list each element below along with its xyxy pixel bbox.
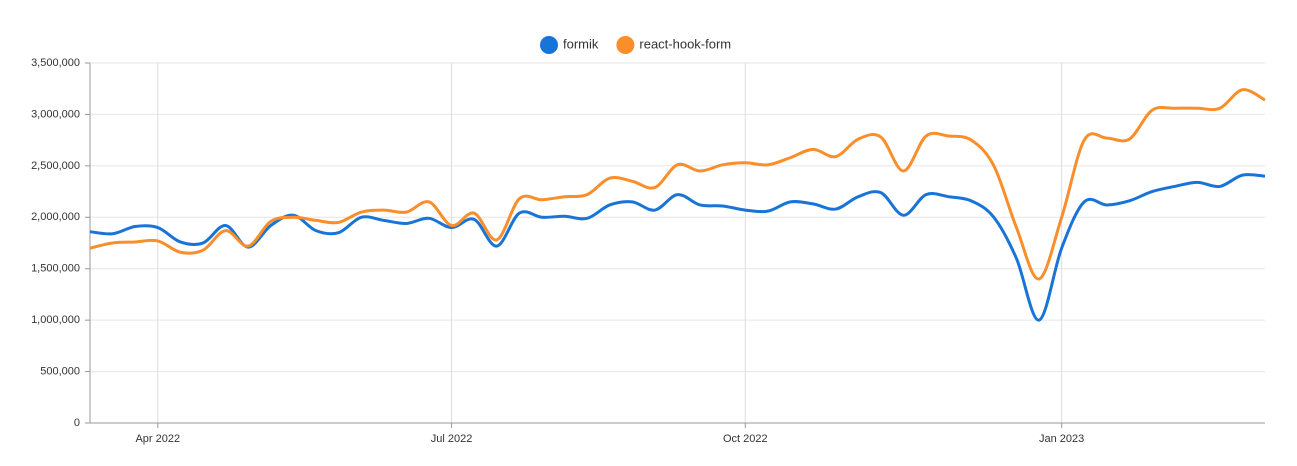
y-tick-label: 1,000,000: [31, 314, 80, 326]
x-tick-label: Apr 2022: [135, 433, 180, 445]
y-tick-label: 2,500,000: [31, 160, 80, 172]
y-tick-label: 3,500,000: [31, 57, 80, 69]
legend-label: formik: [563, 36, 599, 51]
y-tick-label: 1,500,000: [31, 263, 80, 275]
series-line: [89, 173, 1266, 322]
legend-label: react-hook-form: [639, 36, 731, 51]
y-tick-label: 0: [74, 417, 80, 429]
y-tick-label: 3,000,000: [31, 108, 80, 120]
x-tick-label: Jan 2023: [1039, 433, 1084, 445]
y-tick-label: 2,000,000: [31, 211, 80, 223]
x-tick-label: Jul 2022: [431, 433, 473, 445]
y-tick-label: 500,000: [40, 365, 80, 377]
x-tick-label: Oct 2022: [723, 433, 768, 445]
legend-swatch: [616, 36, 635, 54]
series-line: [89, 88, 1266, 281]
legend-swatch: [540, 36, 558, 54]
